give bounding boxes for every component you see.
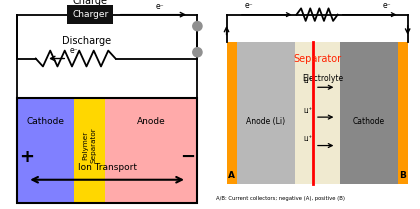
Text: Anode (Li): Anode (Li) <box>246 117 285 126</box>
Text: −: − <box>180 148 196 166</box>
Text: Charger: Charger <box>72 10 108 19</box>
Circle shape <box>193 22 202 31</box>
Text: e⁻: e⁻ <box>245 1 254 10</box>
Text: +: + <box>19 148 34 166</box>
Text: Polymer
Separator: Polymer Separator <box>83 127 96 163</box>
Bar <box>17 98 73 203</box>
Bar <box>226 42 408 184</box>
Text: Li⁺: Li⁺ <box>304 108 313 114</box>
Text: e⁻: e⁻ <box>155 3 164 11</box>
Text: A: A <box>228 171 235 180</box>
Bar <box>17 98 197 203</box>
Text: Separator: Separator <box>293 54 341 64</box>
Text: Li⁺: Li⁺ <box>304 78 313 84</box>
Text: A/B: Current collectors; negative (A), positive (B): A/B: Current collectors; negative (A), p… <box>216 196 345 201</box>
Bar <box>74 98 105 203</box>
Circle shape <box>193 48 202 57</box>
Bar <box>341 42 398 184</box>
Text: Electrolyte: Electrolyte <box>302 74 344 83</box>
Text: e⁻: e⁻ <box>69 46 78 55</box>
Text: Ion Transport: Ion Transport <box>78 163 136 172</box>
Text: Cathode: Cathode <box>353 117 385 126</box>
Bar <box>236 42 294 184</box>
Bar <box>67 5 113 24</box>
Text: Cathode: Cathode <box>26 117 64 126</box>
Text: Discharge: Discharge <box>62 36 110 46</box>
Text: Anode: Anode <box>137 117 166 126</box>
Bar <box>294 42 341 184</box>
Bar <box>105 98 197 203</box>
Text: Li⁺: Li⁺ <box>304 136 313 142</box>
Text: Charge: Charge <box>73 0 108 6</box>
Text: e⁻: e⁻ <box>383 1 391 10</box>
Text: B: B <box>399 171 406 180</box>
